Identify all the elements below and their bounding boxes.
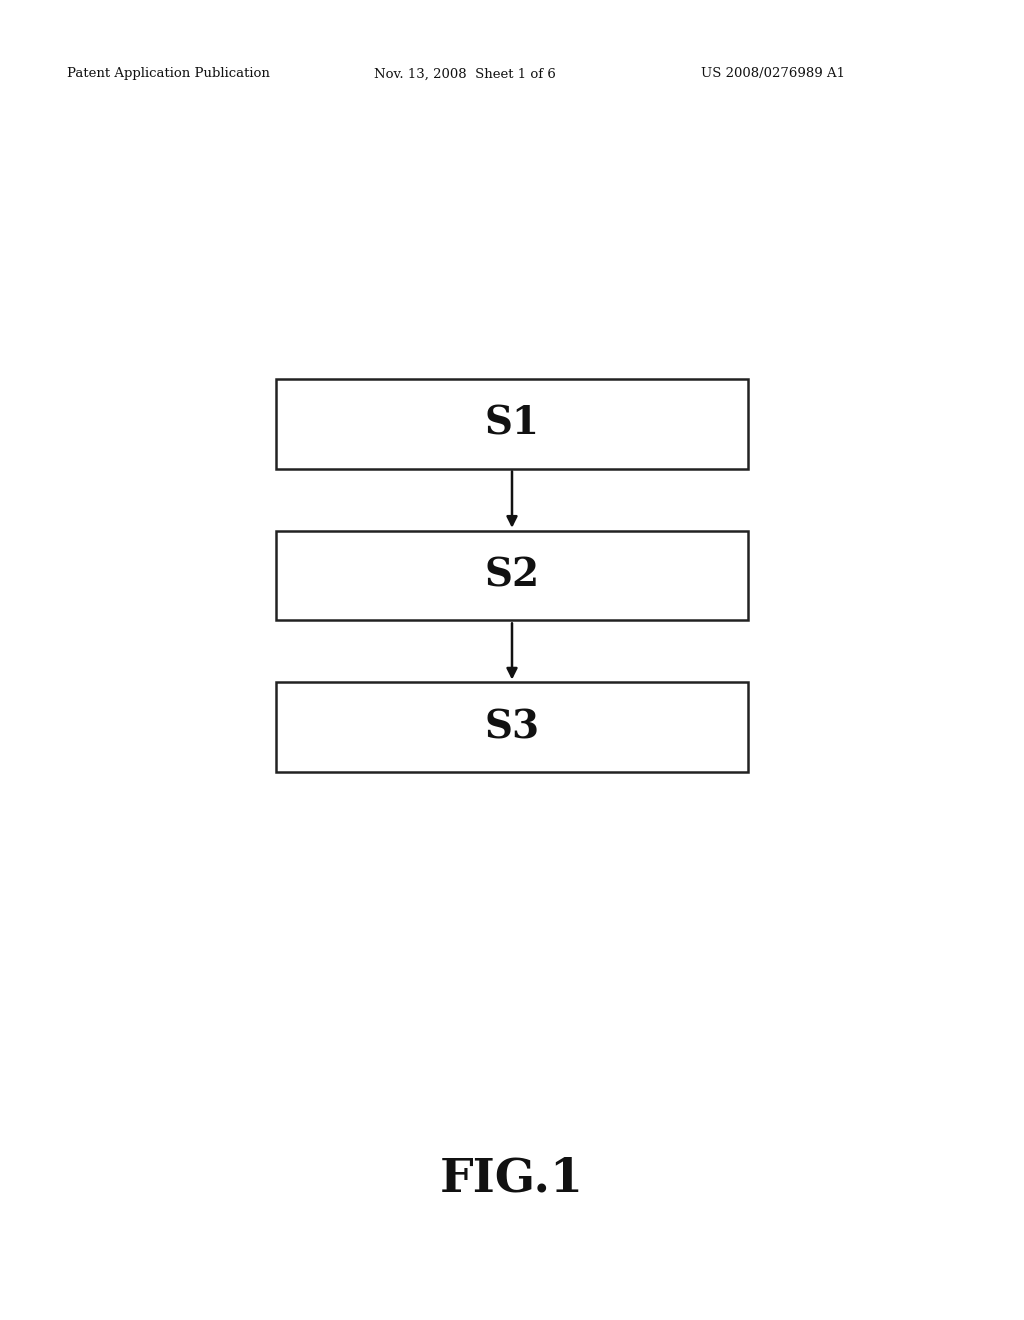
Text: Nov. 13, 2008  Sheet 1 of 6: Nov. 13, 2008 Sheet 1 of 6 [374,67,556,81]
Bar [276,379,748,469]
Text: S2: S2 [484,557,540,594]
Text: S1: S1 [484,405,540,442]
Bar [276,682,748,772]
Text: FIG.1: FIG.1 [440,1156,584,1201]
Text: S3: S3 [484,709,540,746]
Text: US 2008/0276989 A1: US 2008/0276989 A1 [701,67,846,81]
Text: Patent Application Publication: Patent Application Publication [67,67,269,81]
Bar [276,531,748,620]
